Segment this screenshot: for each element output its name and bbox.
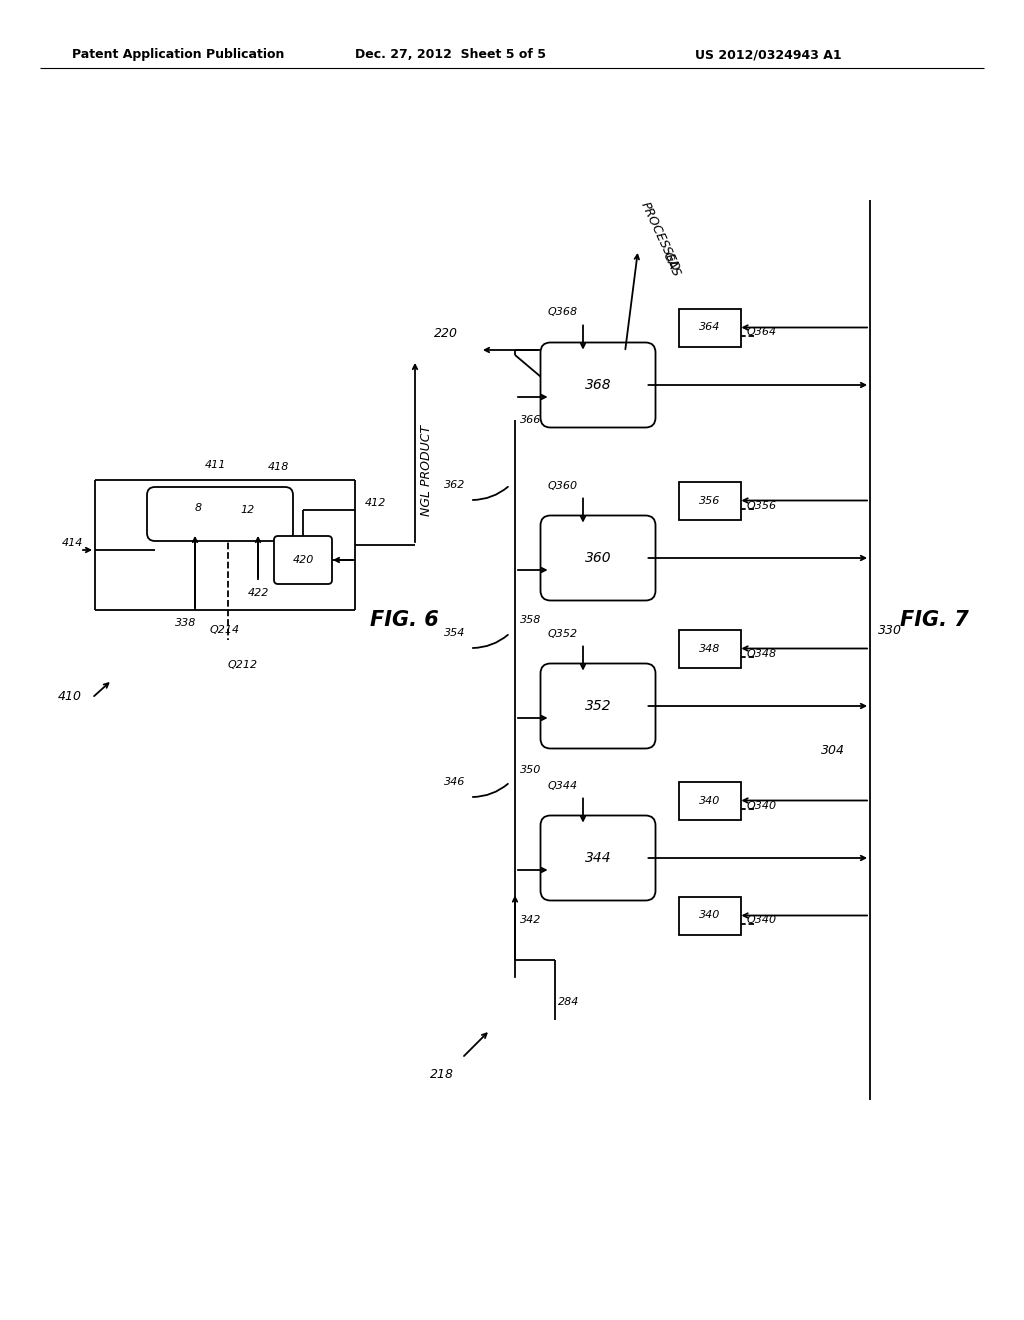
Text: 358: 358 bbox=[520, 615, 542, 624]
Text: 364: 364 bbox=[698, 322, 720, 333]
Text: 12: 12 bbox=[241, 506, 255, 515]
Text: Q214: Q214 bbox=[210, 624, 240, 635]
Text: Q348: Q348 bbox=[746, 648, 776, 659]
Text: 340: 340 bbox=[698, 796, 720, 805]
Text: 410: 410 bbox=[58, 690, 82, 704]
Text: 412: 412 bbox=[365, 498, 386, 508]
Text: 348: 348 bbox=[698, 644, 720, 653]
FancyBboxPatch shape bbox=[541, 516, 655, 601]
Text: 350: 350 bbox=[520, 766, 542, 775]
Text: 220: 220 bbox=[434, 327, 458, 341]
FancyBboxPatch shape bbox=[274, 536, 332, 583]
Text: 362: 362 bbox=[443, 480, 465, 490]
Text: 344: 344 bbox=[585, 851, 611, 865]
Text: 352: 352 bbox=[585, 700, 611, 713]
Text: 330: 330 bbox=[878, 623, 902, 636]
Text: 420: 420 bbox=[292, 554, 313, 565]
Text: PROCESSED: PROCESSED bbox=[638, 201, 682, 273]
Text: Q356: Q356 bbox=[746, 500, 776, 511]
Text: 414: 414 bbox=[62, 539, 83, 548]
Text: 218: 218 bbox=[430, 1068, 454, 1081]
Text: 346: 346 bbox=[443, 777, 465, 787]
Text: FIG. 7: FIG. 7 bbox=[900, 610, 969, 630]
FancyBboxPatch shape bbox=[679, 630, 740, 668]
Text: Patent Application Publication: Patent Application Publication bbox=[72, 48, 285, 61]
Text: Q352: Q352 bbox=[548, 628, 578, 639]
Text: 356: 356 bbox=[698, 495, 720, 506]
FancyBboxPatch shape bbox=[679, 781, 740, 820]
FancyBboxPatch shape bbox=[541, 664, 655, 748]
Text: FIG. 6: FIG. 6 bbox=[370, 610, 438, 630]
Text: 338: 338 bbox=[175, 618, 197, 628]
FancyBboxPatch shape bbox=[679, 309, 740, 346]
Text: 366: 366 bbox=[520, 414, 542, 425]
Text: 418: 418 bbox=[268, 462, 290, 473]
Text: 342: 342 bbox=[520, 915, 542, 925]
Text: Q340: Q340 bbox=[746, 800, 776, 810]
Text: US 2012/0324943 A1: US 2012/0324943 A1 bbox=[695, 48, 842, 61]
Text: 354: 354 bbox=[443, 628, 465, 638]
Text: 368: 368 bbox=[585, 378, 611, 392]
FancyBboxPatch shape bbox=[541, 342, 655, 428]
Text: 304: 304 bbox=[821, 743, 845, 756]
FancyBboxPatch shape bbox=[679, 896, 740, 935]
Text: Q364: Q364 bbox=[746, 327, 776, 338]
Text: Q360: Q360 bbox=[548, 480, 578, 491]
Text: Q212: Q212 bbox=[228, 660, 258, 671]
Text: 284: 284 bbox=[558, 997, 580, 1007]
Text: GAS: GAS bbox=[660, 249, 683, 279]
Text: Q344: Q344 bbox=[548, 780, 578, 791]
FancyBboxPatch shape bbox=[679, 482, 740, 520]
Text: 8: 8 bbox=[195, 503, 202, 513]
Text: Q340: Q340 bbox=[746, 916, 776, 925]
Text: NGL PRODUCT: NGL PRODUCT bbox=[420, 425, 433, 516]
Text: 411: 411 bbox=[205, 459, 226, 470]
Text: 360: 360 bbox=[585, 550, 611, 565]
Text: 340: 340 bbox=[698, 911, 720, 920]
Text: 422: 422 bbox=[248, 587, 269, 598]
FancyBboxPatch shape bbox=[147, 487, 293, 541]
Text: Q368: Q368 bbox=[548, 308, 578, 318]
FancyBboxPatch shape bbox=[541, 816, 655, 900]
Text: Dec. 27, 2012  Sheet 5 of 5: Dec. 27, 2012 Sheet 5 of 5 bbox=[355, 48, 546, 61]
